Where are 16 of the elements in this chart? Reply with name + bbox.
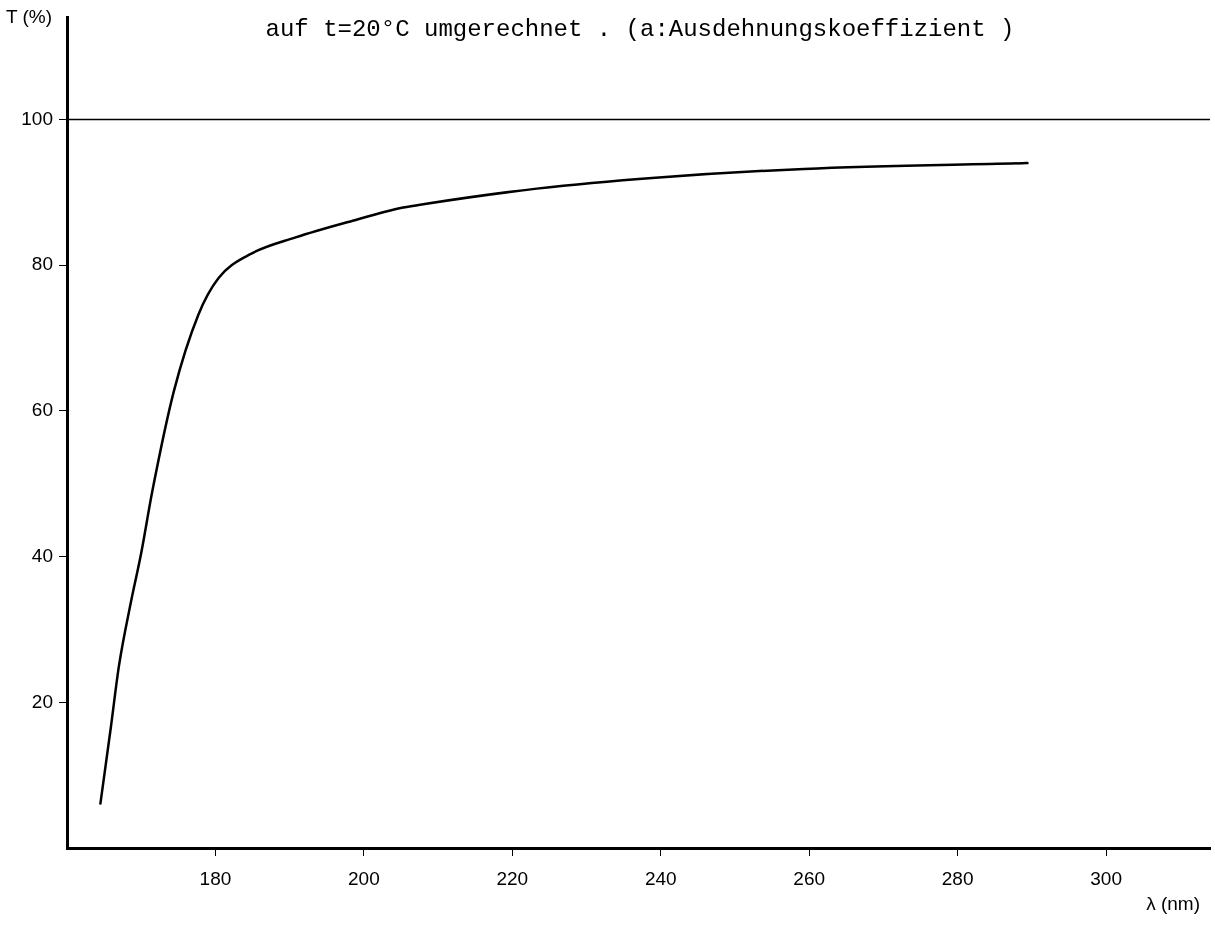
y-tick-label: 40: [31, 544, 53, 566]
x-axis-title: λ (nm): [1146, 893, 1200, 915]
x-tick-label: 200: [348, 867, 380, 889]
x-tick-label: 180: [199, 867, 232, 889]
x-tick-label: 220: [496, 867, 529, 889]
y-axis-title: T (%): [6, 6, 53, 28]
x-tick-label: 300: [1090, 867, 1122, 889]
x-tick-label: 280: [941, 867, 974, 889]
line-series: [99, 161, 1029, 805]
x-tick-label: 260: [793, 867, 826, 889]
y-tick-label: 100: [21, 107, 53, 129]
y-tick-label: 80: [31, 253, 53, 275]
chart-title: auf t=20°C umgerechnet . (a:Ausdehnungskoeffizient ): [265, 16, 1015, 44]
y-tick-label: 20: [31, 690, 53, 712]
x-tick-label: 240: [644, 867, 677, 889]
y-tick-label: 60: [31, 399, 53, 421]
